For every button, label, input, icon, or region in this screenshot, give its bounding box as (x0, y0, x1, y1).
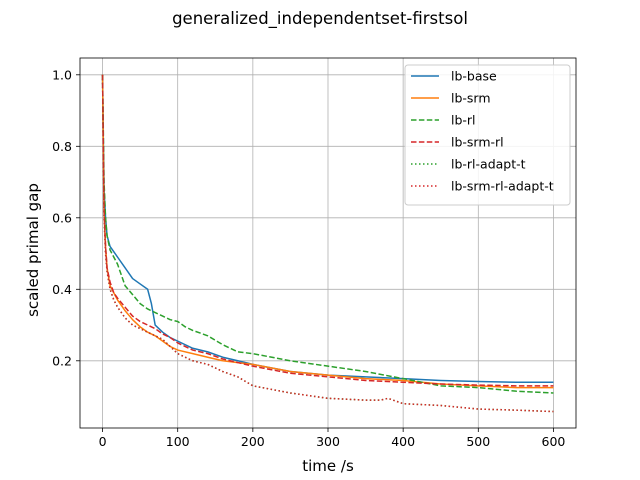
y-axis-label: scaled primal gap (24, 183, 42, 317)
x-axis-label: time /s (302, 457, 354, 475)
plot-series (101, 74, 554, 413)
y-tick-label: 0.8 (52, 139, 72, 154)
legend-label-lb-rl: lb-rl (451, 113, 476, 128)
x-tick-label: 100 (166, 434, 190, 449)
y-tick-label: 1.0 (52, 67, 72, 82)
y-tick-label: 0.4 (52, 282, 72, 297)
legend-label-lb-rl-adapt-t: lb-rl-adapt-t (451, 157, 526, 172)
legend-label-lb-srm-rl-adapt-t: lb-srm-rl-adapt-t (451, 179, 554, 194)
legend-box (404, 64, 571, 206)
x-tick-label: 600 (542, 434, 566, 449)
legend: lb-base lb-srm lb-rl lb-srm-rl lb-rl-adapt-t… (404, 64, 571, 206)
axes: 0 100 200 300 400 500 600 0.2 0.4 0.6 0.8 1.0 (52, 57, 577, 449)
x-tick-label: 0 (99, 434, 107, 449)
legend-label-lb-srm: lb-srm (451, 91, 491, 106)
series-line-lb-srm-rl (101, 74, 554, 387)
y-tick-label: 0.2 (52, 353, 72, 368)
legend-label-lb-srm-rl: lb-srm-rl (451, 135, 504, 150)
x-tick-label: 300 (316, 434, 340, 449)
x-tick-label: 200 (241, 434, 265, 449)
x-tick-label: 400 (391, 434, 415, 449)
x-tick-label: 500 (466, 434, 490, 449)
chart-title: generalized_independentset-firstsol (172, 9, 468, 29)
legend-label-lb-base: lb-base (451, 69, 497, 84)
y-tick-label: 0.6 (52, 210, 72, 225)
series-line-lb-rl (101, 74, 554, 394)
